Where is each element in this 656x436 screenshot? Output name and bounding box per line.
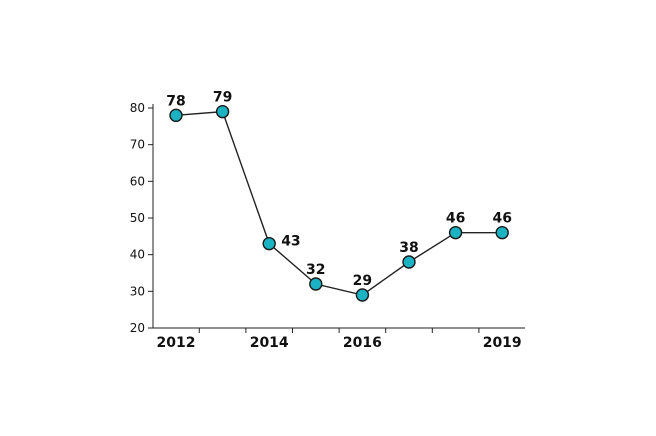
x-tick-label: 2014 xyxy=(250,335,289,351)
data-label: 46 xyxy=(446,211,465,227)
data-label: 43 xyxy=(281,234,300,250)
x-axis-ticks: 2012 2014 2016 2019 xyxy=(157,328,522,351)
data-label: 38 xyxy=(399,240,418,256)
data-label: 46 xyxy=(492,211,511,227)
y-tick-label: 40 xyxy=(130,248,145,262)
data-point-marker xyxy=(169,108,183,123)
data-label: 32 xyxy=(306,262,325,278)
x-tick-label: 2012 xyxy=(157,335,196,351)
y-axis-ticks: 20 30 40 50 60 70 80 xyxy=(130,101,153,335)
x-tick-label: 2016 xyxy=(343,335,382,351)
series-line-group xyxy=(175,110,503,296)
data-points xyxy=(169,104,509,302)
data-point-marker xyxy=(309,277,323,291)
y-tick-label: 30 xyxy=(130,284,145,298)
data-point-marker xyxy=(495,225,509,240)
x-tick-label: 2019 xyxy=(483,335,522,351)
y-tick-label: 70 xyxy=(130,138,145,152)
series-line xyxy=(175,110,503,296)
data-label: 79 xyxy=(213,90,232,106)
data-label: 78 xyxy=(166,93,185,109)
data-label: 29 xyxy=(353,273,372,289)
data-point-marker xyxy=(355,288,370,302)
y-tick-label: 80 xyxy=(130,101,145,115)
y-tick-label: 60 xyxy=(130,174,145,188)
data-point-marker xyxy=(262,236,276,251)
data-point-marker xyxy=(215,104,230,119)
y-tick-label: 20 xyxy=(130,321,145,335)
chart-axes xyxy=(152,104,525,329)
data-labels: 78 79 43 32 29 38 46 46 xyxy=(166,90,512,289)
data-point-marker xyxy=(448,225,463,240)
data-point-marker xyxy=(402,255,416,269)
y-tick-label: 50 xyxy=(130,211,145,225)
